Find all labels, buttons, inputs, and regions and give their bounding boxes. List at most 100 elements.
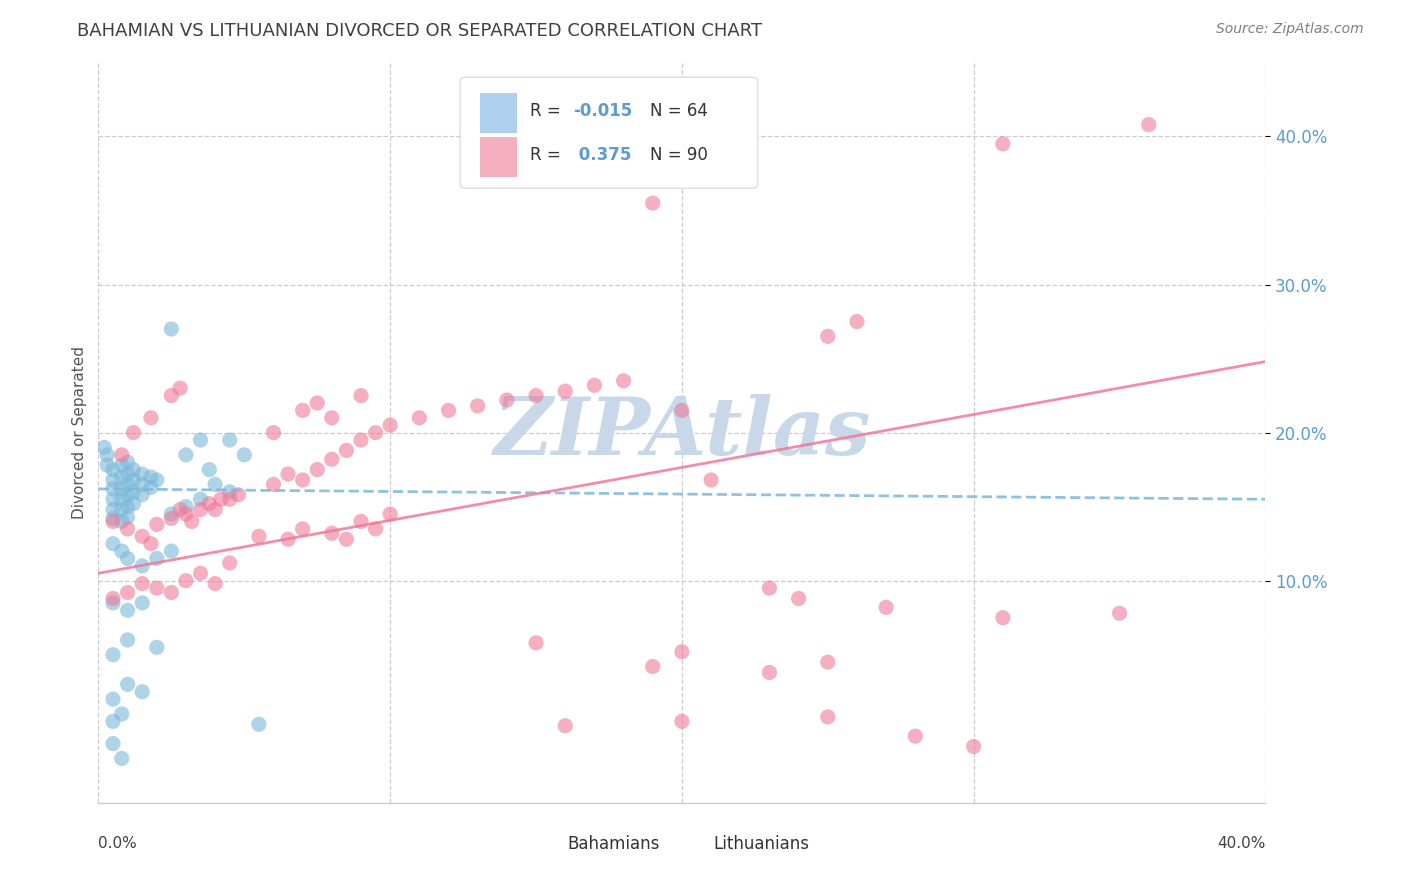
FancyBboxPatch shape bbox=[682, 833, 707, 863]
Point bbox=[146, 473, 169, 487]
Point bbox=[101, 511, 124, 525]
Text: Lithuanians: Lithuanians bbox=[713, 835, 810, 853]
Point bbox=[364, 425, 387, 440]
Point bbox=[612, 374, 634, 388]
Point bbox=[101, 492, 124, 507]
Point bbox=[160, 388, 183, 402]
Point bbox=[350, 515, 373, 529]
Point bbox=[233, 448, 256, 462]
Point bbox=[111, 492, 134, 507]
Point bbox=[101, 737, 124, 751]
Point bbox=[380, 507, 402, 521]
Point bbox=[111, 458, 134, 473]
Point bbox=[218, 484, 240, 499]
Point bbox=[1137, 118, 1160, 132]
Point bbox=[817, 655, 839, 669]
Point bbox=[101, 591, 124, 606]
Point bbox=[262, 477, 284, 491]
Point bbox=[554, 719, 576, 733]
FancyBboxPatch shape bbox=[479, 93, 517, 133]
Point bbox=[111, 751, 134, 765]
Point bbox=[122, 484, 145, 499]
Point bbox=[117, 455, 139, 469]
FancyBboxPatch shape bbox=[460, 78, 758, 188]
Point bbox=[190, 502, 212, 516]
Text: 40.0%: 40.0% bbox=[1218, 836, 1265, 851]
Point bbox=[117, 467, 139, 481]
Point bbox=[131, 596, 153, 610]
Point bbox=[321, 452, 343, 467]
Point bbox=[101, 502, 124, 516]
Point bbox=[131, 488, 153, 502]
Point bbox=[174, 500, 197, 514]
Point bbox=[117, 677, 139, 691]
Point bbox=[122, 473, 145, 487]
Point bbox=[160, 507, 183, 521]
Text: N = 90: N = 90 bbox=[651, 146, 709, 164]
Point bbox=[991, 610, 1014, 624]
Point bbox=[307, 462, 329, 476]
Point bbox=[101, 714, 124, 729]
Point bbox=[160, 511, 183, 525]
Point bbox=[111, 502, 134, 516]
Y-axis label: Divorced or Separated: Divorced or Separated bbox=[72, 346, 87, 519]
Point bbox=[350, 388, 373, 402]
Point bbox=[131, 477, 153, 491]
Point bbox=[174, 574, 197, 588]
Point bbox=[117, 585, 139, 599]
Point bbox=[291, 403, 314, 417]
Point bbox=[122, 425, 145, 440]
Point bbox=[146, 640, 169, 655]
Point bbox=[101, 482, 124, 496]
Point bbox=[364, 522, 387, 536]
Point bbox=[190, 492, 212, 507]
Point bbox=[247, 717, 270, 731]
Point bbox=[146, 517, 169, 532]
Point bbox=[117, 632, 139, 647]
Point bbox=[350, 433, 373, 447]
Point bbox=[101, 515, 124, 529]
Text: Source: ZipAtlas.com: Source: ZipAtlas.com bbox=[1216, 22, 1364, 37]
Point bbox=[277, 467, 299, 481]
Point bbox=[131, 576, 153, 591]
Text: R =: R = bbox=[530, 146, 567, 164]
Point bbox=[321, 526, 343, 541]
Point bbox=[554, 384, 576, 399]
Text: BAHAMIAN VS LITHUANIAN DIVORCED OR SEPARATED CORRELATION CHART: BAHAMIAN VS LITHUANIAN DIVORCED OR SEPAR… bbox=[77, 22, 762, 40]
Point bbox=[111, 482, 134, 496]
Point bbox=[671, 714, 693, 729]
Point bbox=[875, 600, 897, 615]
Point bbox=[641, 196, 664, 211]
Point bbox=[101, 596, 124, 610]
Point bbox=[174, 507, 197, 521]
Point bbox=[335, 533, 357, 547]
Point bbox=[93, 441, 115, 455]
Point bbox=[262, 425, 284, 440]
Point bbox=[160, 585, 183, 599]
Point bbox=[101, 648, 124, 662]
Point bbox=[117, 477, 139, 491]
Point bbox=[101, 692, 124, 706]
Point bbox=[467, 399, 489, 413]
Point bbox=[101, 536, 124, 550]
Point bbox=[671, 403, 693, 417]
Point bbox=[96, 458, 118, 473]
Point bbox=[146, 581, 169, 595]
FancyBboxPatch shape bbox=[536, 833, 562, 863]
Point bbox=[190, 433, 212, 447]
FancyBboxPatch shape bbox=[479, 137, 517, 178]
Point bbox=[146, 551, 169, 566]
Point bbox=[139, 470, 162, 484]
Point bbox=[160, 544, 183, 558]
Point bbox=[218, 492, 240, 507]
Point bbox=[846, 314, 869, 328]
Point bbox=[700, 473, 723, 487]
Point bbox=[787, 591, 810, 606]
Point bbox=[117, 488, 139, 502]
Point bbox=[962, 739, 984, 754]
Text: R =: R = bbox=[530, 102, 567, 120]
Point bbox=[111, 706, 134, 721]
Point bbox=[228, 488, 250, 502]
Point bbox=[204, 477, 226, 491]
Point bbox=[139, 536, 162, 550]
